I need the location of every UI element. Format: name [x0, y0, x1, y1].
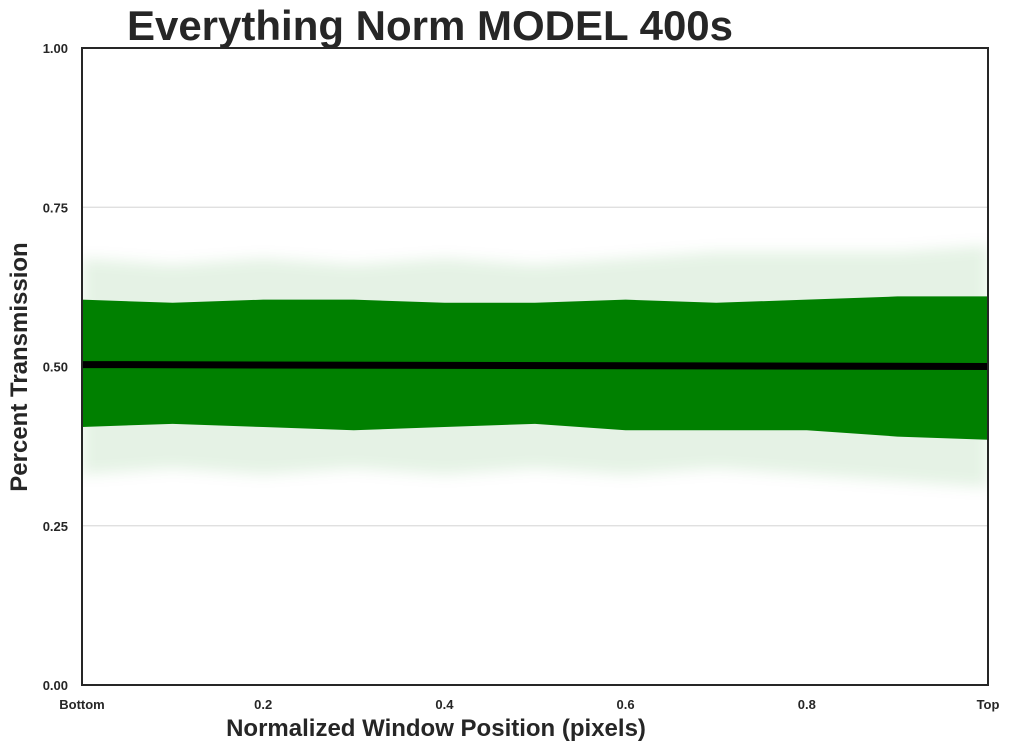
y-tick-label-3: 0.75 [43, 200, 68, 215]
x-axis-label: Normalized Window Position (pixels) [226, 715, 646, 742]
mean-line [82, 361, 988, 370]
y-axis-label: Percent Transmission [6, 242, 33, 491]
x-tick-label-3: 0.6 [617, 697, 635, 712]
x-axis-ticks: Bottom 0.2 0.4 0.6 0.8 Top [59, 697, 999, 712]
series-group [82, 245, 988, 488]
x-tick-label-4: 0.8 [798, 697, 816, 712]
x-tick-label-0: Bottom [59, 697, 105, 712]
x-tick-label-5: Top [977, 697, 1000, 712]
y-tick-label-2: 0.50 [43, 360, 68, 375]
y-tick-label-1: 0.25 [43, 519, 68, 534]
y-tick-label-4: 1.00 [43, 41, 68, 56]
x-tick-label-2: 0.4 [435, 697, 454, 712]
y-tick-label-0: 0.00 [43, 678, 68, 693]
y-axis-ticks: 0.00 0.25 0.50 0.75 1.00 [43, 41, 68, 693]
plot-frame [81, 47, 989, 686]
chart-title: Everything Norm MODEL 400s [127, 2, 733, 49]
x-tick-label-1: 0.2 [254, 697, 272, 712]
